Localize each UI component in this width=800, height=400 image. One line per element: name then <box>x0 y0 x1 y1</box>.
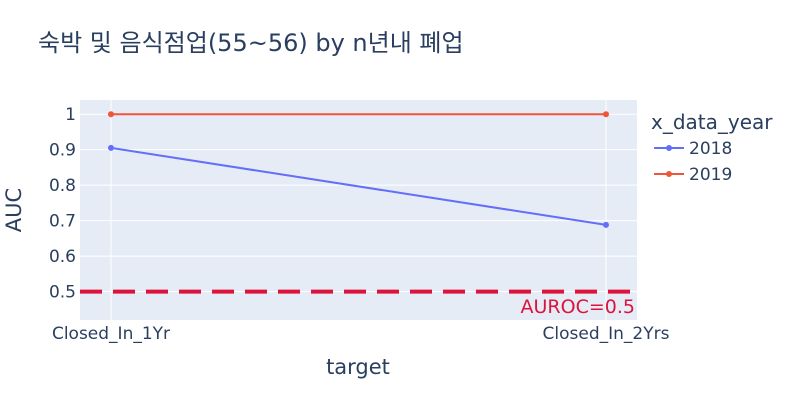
y-tick-label: 0.8 <box>49 176 76 196</box>
y-axis-title: AUC <box>2 188 26 232</box>
data-point-2018 <box>108 144 114 151</box>
legend-title: x_data_year <box>651 110 773 134</box>
reference-line-label: AUROC=0.5 <box>521 296 635 318</box>
x-axis-title: target <box>326 355 390 379</box>
reference-line-group: AUROC=0.5 <box>80 289 637 318</box>
series-line-2018 <box>110 146 607 226</box>
legend: 2018 2019 <box>654 139 732 185</box>
y-tick-label: 1 <box>65 105 76 125</box>
x-axis-ticks: Closed_In_1Yr Closed_In_2Yrs <box>52 324 670 344</box>
data-point-2018 <box>603 221 609 228</box>
y-tick-label: 0.6 <box>49 247 76 267</box>
y-tick-label: 0.9 <box>49 141 76 161</box>
series-group <box>108 111 609 228</box>
data-point-2019 <box>603 111 609 118</box>
plot-area <box>80 100 637 320</box>
legend-marker-2018 <box>666 145 672 151</box>
y-tick-label: 0.7 <box>49 212 76 232</box>
y-tick-label: 0.5 <box>49 283 76 303</box>
x-tick-label: Closed_In_1Yr <box>52 324 170 344</box>
legend-label-2019[interactable]: 2019 <box>689 165 732 185</box>
chart-title: 숙박 및 음식점업(55~56) by n년내 폐업 <box>38 29 464 57</box>
legend-label-2018[interactable]: 2018 <box>689 139 732 159</box>
legend-marker-2019 <box>666 171 672 177</box>
y-axis-ticks: 0.5 0.6 0.7 0.8 0.9 1 <box>49 105 76 302</box>
x-tick-label: Closed_In_2Yrs <box>543 324 670 344</box>
data-point-2019 <box>108 111 114 118</box>
